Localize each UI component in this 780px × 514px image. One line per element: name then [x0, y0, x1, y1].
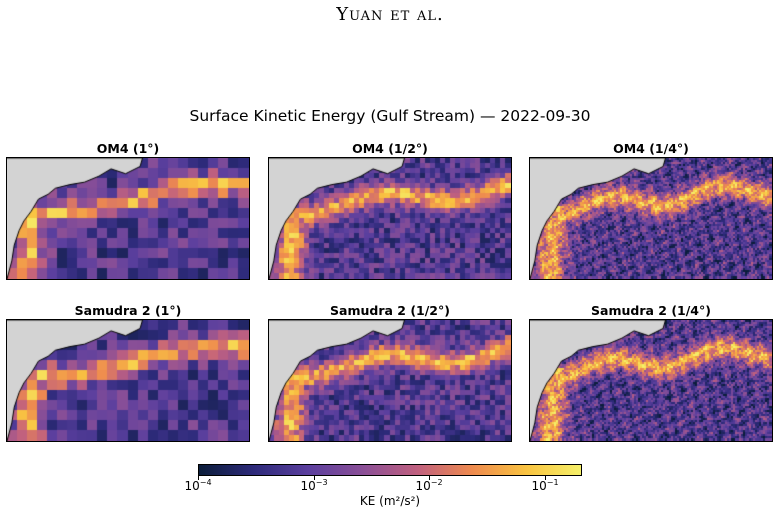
- ke-field: [269, 158, 511, 279]
- ke-field: [530, 320, 772, 441]
- map-panel-samudra-quarter-deg: [529, 319, 773, 442]
- running-head: Yuan et al.: [336, 4, 444, 25]
- panel-title-samudra-half-deg: Samudra 2 (1/2°): [330, 303, 450, 318]
- panel-title-om4-half-deg: OM4 (1/2°): [352, 141, 428, 156]
- ke-field: [269, 320, 511, 441]
- colorbar-tick: [545, 476, 546, 480]
- panel-title-samudra-quarter-deg: Samudra 2 (1/4°): [591, 303, 711, 318]
- map-panel-samudra-1deg: [6, 319, 250, 442]
- colorbar-tick-label: 10−2: [415, 478, 443, 493]
- panel-title-samudra-1deg: Samudra 2 (1°): [74, 303, 182, 318]
- map-panel-om4-half-deg: [268, 157, 512, 280]
- colorbar-tick: [198, 476, 199, 480]
- colorbar-tick-label: 10−1: [531, 478, 559, 493]
- colorbar: [198, 464, 582, 476]
- map-panel-samudra-half-deg: [268, 319, 512, 442]
- colorbar-tick-label: 10−4: [184, 478, 212, 493]
- colorbar-tick-label: 10−3: [300, 478, 328, 493]
- panel-title-om4-quarter-deg: OM4 (1/4°): [613, 141, 689, 156]
- colorbar-tick: [314, 476, 315, 480]
- map-panel-om4-1deg: [6, 157, 250, 280]
- map-panel-om4-quarter-deg: [529, 157, 773, 280]
- figure-title: Surface Kinetic Energy (Gulf Stream) — 2…: [189, 107, 591, 125]
- colorbar-tick: [429, 476, 430, 480]
- ke-field: [530, 158, 772, 279]
- colorbar-label: KE (m²/s²): [359, 494, 421, 508]
- ke-field: [7, 158, 249, 279]
- ke-field: [7, 320, 249, 441]
- panel-title-om4-1deg: OM4 (1°): [96, 141, 160, 156]
